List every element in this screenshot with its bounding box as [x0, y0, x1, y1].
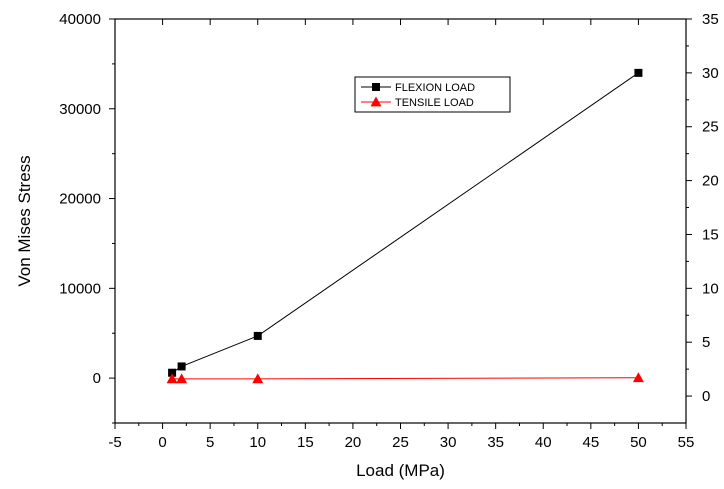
series-line-0	[171, 72, 639, 374]
y2-tick-label: 30	[702, 65, 719, 82]
legend-label-tensile: TENSILE LOAD	[395, 97, 474, 109]
y2-tick-label: 35	[702, 11, 719, 28]
x-tick-label: 30	[440, 434, 457, 451]
x-tick-label: 10	[249, 434, 266, 451]
data-point-square	[634, 68, 643, 77]
y2-tick-label: 15	[702, 226, 719, 243]
data-point-triangle	[252, 373, 264, 384]
series-layer	[166, 68, 644, 384]
series-line-1	[172, 377, 639, 380]
x-tick-label: 20	[345, 434, 362, 451]
data-point-triangle	[176, 373, 188, 384]
y-axis-title: Von Mises Stress	[15, 155, 34, 286]
y-tick-label: 10000	[59, 280, 101, 297]
data-point-triangle	[632, 372, 644, 383]
y-tick-label: 40000	[59, 11, 101, 28]
axes: -5 0 5 10 15 20 25 30 35 40 45 50 550100002000030000…	[59, 11, 718, 451]
x-tick-label: 15	[297, 434, 314, 451]
y-tick-label: 0	[93, 370, 101, 387]
data-point-square	[253, 331, 262, 340]
data-point-square	[177, 362, 186, 371]
y2-tick-label: 25	[702, 119, 719, 136]
x-tick-label: 35	[487, 434, 504, 451]
x-tick-label: 55	[678, 434, 695, 451]
y-tick-label: 30000	[59, 101, 101, 118]
x-tick-label: 40	[535, 434, 552, 451]
y2-tick-label: 20	[702, 173, 719, 190]
x-tick-label: 25	[392, 434, 409, 451]
legend-marker-triangle	[370, 96, 382, 107]
y2-tick-label: 10	[702, 280, 719, 297]
x-tick-label: 45	[582, 434, 599, 451]
data-point-triangle	[166, 373, 178, 384]
y2-tick-label: 5	[702, 334, 710, 351]
y2-tick-label: 0	[702, 388, 710, 405]
legend: FLEXION LOAD TENSILE LOAD	[354, 76, 511, 113]
legend-marker-square	[372, 83, 380, 91]
x-axis-title: Load (MPa)	[356, 461, 445, 480]
x-tick-label: -5	[108, 434, 121, 451]
legend-label-flexion: FLEXION LOAD	[395, 82, 475, 94]
x-tick-label: 5	[206, 434, 214, 451]
y-tick-label: 20000	[59, 191, 101, 208]
x-tick-label: 0	[158, 434, 166, 451]
data-point-square	[168, 368, 177, 377]
x-tick-label: 50	[630, 434, 647, 451]
